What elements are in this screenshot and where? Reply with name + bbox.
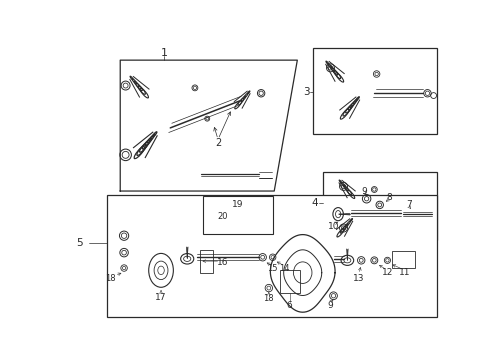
Text: 15: 15 [267,264,277,273]
Text: 17: 17 [155,293,167,302]
Text: 6: 6 [287,301,293,310]
Text: 16: 16 [217,258,228,267]
Text: 18: 18 [105,274,116,283]
Text: 8: 8 [387,193,392,202]
Bar [392,251,415,268]
Bar [280,270,300,293]
Text: 14: 14 [279,264,290,273]
Text: 2: 2 [215,138,221,148]
Text: 9: 9 [327,301,333,310]
Text: 20: 20 [218,212,228,221]
Text: 19: 19 [232,201,244,210]
Text: 9: 9 [362,186,367,195]
Bar [313,48,438,134]
Text: 4: 4 [312,198,318,208]
Text: 10: 10 [328,222,339,231]
Text: 13: 13 [353,274,365,283]
Bar [323,172,437,239]
Bar [203,195,273,234]
Text: 12: 12 [382,268,393,277]
Bar [199,249,213,273]
Text: 1: 1 [161,48,168,58]
Text: 11: 11 [399,268,411,277]
Text: 3: 3 [303,87,310,97]
Text: 18: 18 [264,294,274,303]
Text: 7: 7 [406,201,412,210]
Bar [107,195,437,316]
Text: 5: 5 [76,238,83,248]
